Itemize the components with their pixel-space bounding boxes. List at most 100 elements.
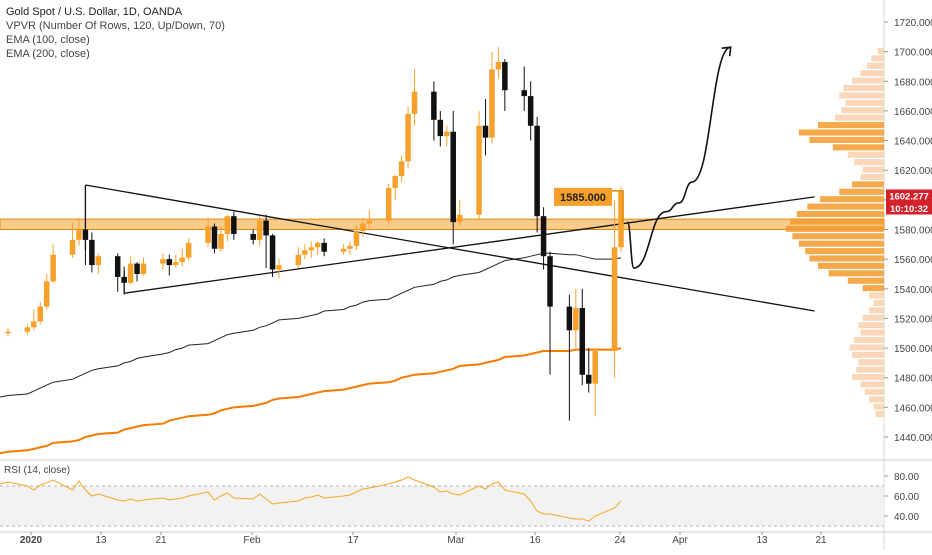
candle[interactable] [31,309,37,331]
candle[interactable] [166,254,173,276]
candle[interactable] [405,106,411,169]
price-axis[interactable]: 1440.000 1460.000 1480.000 1500.000 1520.000… [884,18,932,444]
candle[interactable] [76,217,82,246]
candle-body [353,230,360,246]
candle[interactable] [489,51,495,144]
candle[interactable] [211,223,218,254]
candle[interactable] [573,288,579,349]
candle[interactable] [134,262,140,282]
candle[interactable] [121,266,127,295]
candle[interactable] [231,211,237,240]
candle[interactable] [437,110,444,147]
candle[interactable] [385,183,392,226]
candle[interactable] [579,288,586,386]
candle[interactable] [360,217,366,237]
candle[interactable] [89,232,95,273]
candle[interactable] [37,302,44,325]
candle[interactable] [540,207,547,270]
candle-body [269,235,276,270]
candle[interactable] [82,185,89,266]
candle[interactable] [314,241,321,255]
candle[interactable] [218,226,224,252]
candle-body [134,263,140,274]
time-tick-label: Mar [447,535,465,546]
candle[interactable] [185,238,192,261]
candle[interactable] [269,233,276,277]
price-annotation[interactable]: 1585.000 [554,187,624,223]
candle[interactable] [43,273,50,310]
rsi-pane[interactable]: 80.00 60.00 40.00 [0,472,919,527]
candle[interactable] [24,324,31,335]
candle[interactable] [618,186,624,252]
candle[interactable] [302,244,308,260]
candle[interactable] [250,229,256,245]
ema-200-line[interactable] [0,347,622,455]
candle[interactable] [276,259,282,279]
candle[interactable] [495,47,502,79]
candle[interactable] [205,217,211,248]
candle[interactable] [295,247,302,269]
candle[interactable] [521,66,527,111]
volume-profile-row [809,136,884,143]
candle[interactable] [547,251,553,375]
volume-profile-row [871,55,884,62]
candle[interactable] [502,59,508,111]
candle[interactable] [173,254,179,269]
candle[interactable] [534,116,540,233]
volume-profile-row [852,181,884,188]
candle[interactable] [224,214,231,242]
volume-profile-row [858,322,884,329]
volume-profile-row [820,196,884,203]
candle[interactable] [353,225,360,251]
candle[interactable] [160,253,166,270]
candle[interactable] [5,327,11,337]
support-zone[interactable] [0,218,885,230]
candle-body [405,113,411,162]
candle[interactable] [431,81,437,141]
candle[interactable] [611,199,618,378]
volume-profile-row [877,47,884,55]
candle-body [385,188,392,221]
candle-body [592,351,598,384]
candle[interactable] [444,125,450,147]
ema-100-line[interactable] [0,252,622,398]
candle[interactable] [527,81,534,141]
projected-path[interactable] [626,46,732,269]
candles [5,47,624,421]
price-tick-label: 1460.000 [894,403,932,414]
candle[interactable] [127,256,134,285]
trendline-lower-ascending[interactable] [124,196,815,294]
candle[interactable] [114,253,121,292]
candle[interactable] [179,248,185,267]
candle[interactable] [482,99,489,156]
candle[interactable] [69,222,76,258]
candle[interactable] [456,199,463,227]
candle[interactable] [95,253,102,274]
candle[interactable] [585,348,592,393]
candle[interactable] [366,210,373,229]
candle[interactable] [398,155,405,183]
time-axis[interactable]: 2020 13 21 Feb 17 Mar 16 24 Apr 13 21 [20,532,827,546]
candle[interactable] [340,244,347,255]
candle[interactable] [140,257,147,276]
candle[interactable] [256,216,263,246]
volume-profile-row [873,299,884,306]
rsi-label[interactable]: RSI (14, close) [4,465,71,476]
rsi-line[interactable] [0,476,622,522]
price-tick-label: 1680.000 [894,77,932,88]
candle[interactable] [476,110,482,221]
candle[interactable] [411,69,418,126]
candle[interactable] [308,241,315,258]
candle[interactable] [450,110,456,245]
candle[interactable] [566,294,573,421]
candle[interactable] [347,241,353,255]
candle[interactable] [50,244,56,283]
candle[interactable] [392,174,398,200]
candle-body [211,226,218,249]
candle[interactable] [592,348,598,417]
candle[interactable] [321,238,327,257]
candle[interactable] [263,214,269,269]
volume-profile-row [786,225,884,232]
